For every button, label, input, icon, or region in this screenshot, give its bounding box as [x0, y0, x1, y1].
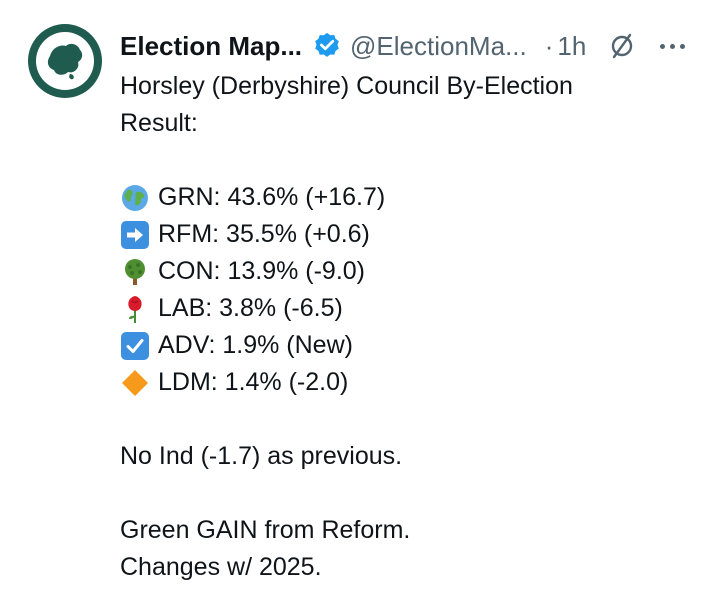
result-text: LDM: 1.4% (-2.0) — [158, 368, 349, 396]
globe-icon — [120, 183, 150, 213]
result-text: ADV: 1.9% (New) — [158, 331, 353, 359]
result-text: GRN: 43.6% (+16.7) — [158, 183, 386, 211]
result-row-rfm: RFM: 35.5% (+0.6) — [120, 216, 700, 253]
result-row-ldm: LDM: 1.4% (-2.0) — [120, 364, 700, 401]
grok-icon[interactable] — [608, 32, 636, 60]
line-break — [120, 401, 700, 438]
result-row-con: CON: 13.9% (-9.0) — [120, 253, 700, 290]
more-dot — [680, 43, 686, 49]
tweet-header: Election Map... @ElectionMa... · 1h — [120, 26, 701, 66]
right-arrow-icon — [120, 220, 150, 250]
orange-diamond-icon — [120, 368, 150, 398]
more-dot — [670, 43, 676, 49]
tree-icon — [120, 257, 150, 287]
verified-badge-icon[interactable] — [312, 31, 342, 61]
more-icon[interactable] — [660, 43, 686, 49]
tweet-title-line: Result: — [120, 109, 198, 137]
map-logo-icon — [36, 32, 94, 90]
result-row-adv: ADV: 1.9% (New) — [120, 327, 700, 364]
result-text: CON: 13.9% (-9.0) — [158, 257, 366, 285]
avatar[interactable] — [28, 24, 102, 98]
check-box-icon — [120, 331, 150, 361]
tweet-title-line: Horsley (Derbyshire) Council By-Election — [120, 72, 573, 100]
result-text: LAB: 3.8% (-6.5) — [158, 294, 343, 322]
separator-dot: · — [544, 30, 554, 61]
result-row-lab: LAB: 3.8% (-6.5) — [120, 290, 700, 327]
more-dot — [660, 43, 666, 49]
handle[interactable]: @ElectionMa... — [350, 30, 527, 61]
display-name[interactable]: Election Map... — [120, 30, 303, 61]
result-text: RFM: 35.5% (+0.6) — [158, 220, 370, 248]
summary-line: Changes w/ 2025. — [120, 553, 322, 581]
line-break — [120, 142, 700, 179]
rose-icon — [120, 294, 150, 324]
summary-line: Green GAIN from Reform. — [120, 516, 411, 544]
result-row-grn: GRN: 43.6% (+16.7) — [120, 179, 700, 216]
note-line: No Ind (-1.7) as previous. — [120, 442, 403, 470]
timestamp[interactable]: 1h — [557, 30, 587, 61]
line-break — [120, 475, 700, 512]
tweet-text: Horsley (Derbyshire) Council By-Election… — [120, 68, 700, 586]
